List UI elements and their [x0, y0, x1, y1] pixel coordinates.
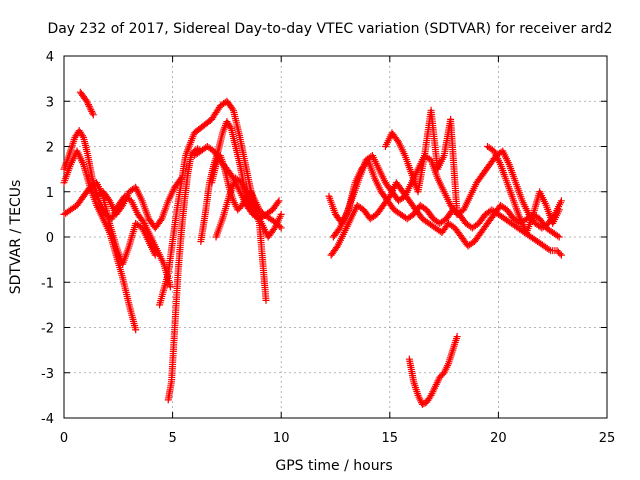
data-point	[84, 101, 92, 109]
data-point	[83, 97, 91, 105]
data-point	[557, 251, 565, 259]
data-point	[262, 296, 270, 304]
x-tick-label: 10	[273, 431, 290, 446]
y-tick-label: -2	[41, 322, 54, 337]
data-point	[89, 109, 97, 117]
data-point	[277, 224, 285, 232]
series-arc-04	[76, 88, 97, 119]
data-point	[453, 333, 461, 341]
series-arc-03	[60, 179, 159, 268]
y-tick-label: 0	[46, 231, 54, 246]
data-point	[275, 197, 283, 205]
data-point	[151, 251, 159, 259]
data-point	[554, 232, 562, 240]
data-point	[85, 102, 93, 110]
x-axis-label: GPS time / hours	[275, 458, 392, 474]
series-arc-16	[405, 333, 461, 408]
y-tick-label: -1	[41, 276, 54, 291]
chart-title: Day 232 of 2017, Sidereal Day-to-day VTE…	[47, 21, 612, 37]
x-tick-label: 25	[599, 431, 616, 446]
data-point	[88, 107, 96, 115]
y-axis-label: SDTVAR / TECUs	[8, 180, 24, 295]
series-arc-15	[381, 106, 461, 218]
data-point	[89, 111, 97, 119]
data-point	[556, 250, 564, 258]
y-tick-label: 1	[46, 186, 54, 201]
y-tick-label: 3	[46, 95, 54, 110]
data-point	[557, 197, 565, 205]
data-point	[86, 104, 94, 112]
data-point	[157, 216, 165, 224]
data-point	[555, 206, 563, 214]
y-tick-label: -3	[41, 367, 54, 382]
data-point	[228, 105, 236, 113]
y-tick-label: 2	[46, 141, 54, 156]
series-arc-11	[212, 174, 285, 241]
data-point	[78, 132, 86, 140]
data-point	[426, 393, 434, 401]
series-arc-02	[60, 127, 174, 291]
data-point	[166, 283, 174, 291]
data-point	[274, 198, 282, 206]
series-arc-07	[164, 145, 205, 404]
data-points	[60, 88, 565, 408]
x-tick-label: 20	[490, 431, 507, 446]
x-tick-label: 15	[382, 431, 399, 446]
series-arc-17	[484, 143, 563, 236]
series-arc-10	[208, 152, 285, 232]
series-arc-01	[60, 147, 140, 334]
data-point	[277, 210, 285, 218]
data-point	[453, 210, 461, 218]
series-arc-05	[93, 174, 185, 232]
x-tick-label: 5	[168, 431, 176, 446]
axis-ticks: 0 5 10 15 20 25 -4 -3 -2 -1 0 1 2 3 4	[41, 50, 615, 446]
y-tick-label: -4	[41, 412, 54, 427]
data-point	[87, 106, 95, 114]
y-tick-label: 4	[46, 50, 54, 65]
data-point	[132, 326, 140, 334]
data-point	[84, 99, 92, 107]
data-point	[545, 245, 553, 253]
data-point	[555, 233, 563, 241]
x-tick-label: 0	[60, 431, 68, 446]
data-point	[226, 123, 234, 131]
